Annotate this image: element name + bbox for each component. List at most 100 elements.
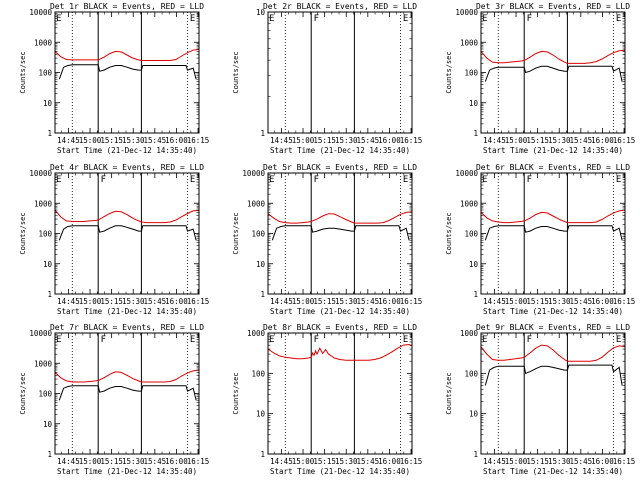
x-tick-label: 15:15 [313, 136, 336, 145]
y-tick-label: 100 [464, 369, 478, 378]
y-axis-label: Counts/sec [19, 212, 27, 254]
plot-frame [54, 332, 200, 455]
x-tick-label: 15:45 [144, 136, 167, 145]
x-tick-label: 16:15 [187, 297, 210, 306]
plot-frame [267, 11, 413, 134]
x-axis-label: Start Time (21-Dec-12 14:35:40) [270, 307, 410, 316]
y-tick-label: 10 [469, 260, 479, 269]
panel-det-5: Det 5r BLACK = Events, RED = LLD 1 10 100 10… [232, 163, 422, 316]
y-tick-label: 10 [43, 99, 53, 108]
y-tick-label: 1 [47, 290, 52, 299]
y-tick-label: 100 [38, 69, 52, 78]
y-tick-label: 10000 [29, 8, 52, 17]
series-events-line [58, 64, 197, 80]
x-tick-label: 15:45 [570, 297, 593, 306]
x-tick-label: 15:30 [335, 457, 358, 466]
series-lld-line [267, 211, 413, 224]
y-tick-label: 1 [47, 450, 52, 459]
series-events-line [484, 364, 623, 386]
y-tick-label: 1000 [460, 38, 479, 47]
y-tick-label: 1000 [247, 199, 266, 208]
plot-frame [480, 172, 626, 295]
x-tick-label: 15:15 [313, 457, 336, 466]
marker-E: E [403, 175, 408, 185]
x-axis-label: Start Time (21-Dec-12 14:35:40) [483, 467, 623, 476]
panel-title: Det 4r BLACK = Events, RED = LLD [50, 163, 204, 172]
x-tick-label: 15:45 [144, 297, 167, 306]
x-tick-label: 14:45 [483, 136, 506, 145]
y-tick-label: 1000 [34, 359, 53, 368]
series-lld-line [54, 48, 200, 61]
y-tick-label: 100 [38, 230, 52, 239]
x-tick-label: 15:30 [335, 297, 358, 306]
x-tick-label: 15:30 [122, 457, 145, 466]
x-tick-label: 16:00 [378, 136, 401, 145]
y-tick-label: 100 [251, 230, 265, 239]
x-tick-label: 15:30 [335, 136, 358, 145]
y-tick-label: 100 [464, 69, 478, 78]
plot-frame [267, 332, 413, 455]
marker-E: E [482, 14, 487, 24]
marker-F: F [527, 175, 532, 185]
y-axis-label: Counts/sec [232, 212, 240, 254]
marker-F: F [314, 14, 319, 24]
marker-E: E [190, 14, 195, 24]
panel-title: Det 1r BLACK = Events, RED = LLD [50, 2, 204, 11]
x-tick-label: 15:00 [292, 136, 315, 145]
panel-det-4: Det 4r BLACK = Events, RED = LLD 1 10 100 10… [19, 163, 209, 316]
panel-title: Det 7r BLACK = Events, RED = LLD [50, 323, 204, 332]
marker-E: E [56, 14, 61, 24]
x-tick-label: 15:45 [357, 297, 380, 306]
x-tick-label: 15:00 [79, 457, 102, 466]
marker-E: E [403, 14, 408, 24]
panel-det-7: Det 7r BLACK = Events, RED = LLD 1 10 100 10… [19, 323, 209, 476]
x-tick-label: 15:45 [570, 457, 593, 466]
y-axis-label: Counts/sec [445, 372, 453, 414]
x-tick-label: 16:00 [591, 297, 614, 306]
x-tick-label: 16:00 [591, 457, 614, 466]
x-tick-label: 15:30 [548, 297, 571, 306]
y-tick-label: 1 [473, 129, 478, 138]
y-axis-label: Counts/sec [19, 51, 27, 93]
y-tick-label: 10000 [29, 329, 52, 338]
panel-title: Det 5r BLACK = Events, RED = LLD [263, 163, 417, 172]
x-tick-label: 16:15 [613, 136, 636, 145]
marker-E: E [56, 175, 61, 185]
marker-E: E [190, 335, 195, 345]
series-events-line [484, 225, 623, 241]
marker-E: E [616, 175, 621, 185]
y-tick-label: 10 [43, 260, 53, 269]
x-tick-label: 16:15 [400, 457, 423, 466]
marker-F: F [527, 14, 532, 24]
x-tick-label: 15:00 [505, 136, 528, 145]
y-tick-label: 1 [473, 450, 478, 459]
x-tick-label: 16:15 [187, 136, 210, 145]
x-tick-label: 15:15 [100, 136, 123, 145]
y-tick-label: 100 [251, 369, 265, 378]
x-tick-label: 16:00 [165, 457, 188, 466]
x-axis-label: Start Time (21-Dec-12 14:35:40) [270, 146, 410, 155]
x-tick-label: 15:30 [122, 297, 145, 306]
x-tick-label: 14:45 [270, 457, 293, 466]
x-tick-label: 14:45 [57, 136, 80, 145]
panel-title: Det 8r BLACK = Events, RED = LLD [263, 323, 417, 332]
marker-E: E [269, 335, 274, 345]
plot-frame [480, 332, 626, 455]
x-tick-label: 15:00 [79, 297, 102, 306]
series-lld-line [54, 369, 200, 383]
marker-E: E [482, 175, 487, 185]
series-events-line [271, 225, 410, 241]
x-tick-label: 15:45 [570, 136, 593, 145]
series-lld-line [480, 344, 626, 362]
panel-det-1: Det 1r BLACK = Events, RED = LLD 1 10 100 10… [19, 2, 209, 155]
marker-F: F [101, 175, 106, 185]
panel-title: Det 9r BLACK = Events, RED = LLD [476, 323, 630, 332]
marker-E: E [269, 14, 274, 24]
panel-det-8: Det 8r BLACK = Events, RED = LLD 1 10 100 10… [232, 323, 422, 476]
x-tick-label: 16:15 [400, 136, 423, 145]
x-tick-label: 16:15 [613, 457, 636, 466]
panel-det-9: Det 9r BLACK = Events, RED = LLD 1 10 100 10… [445, 323, 635, 476]
x-axis-label: Start Time (21-Dec-12 14:35:40) [57, 146, 197, 155]
y-tick-label: 100 [464, 230, 478, 239]
